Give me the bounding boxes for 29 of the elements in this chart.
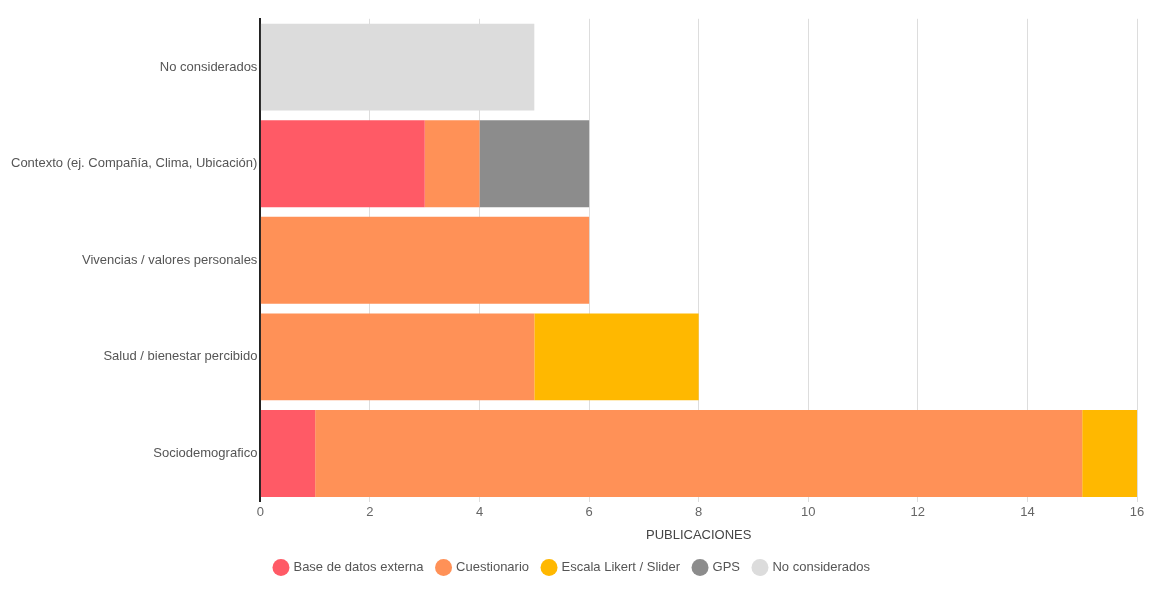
y-tick-label: Contexto (ej. Compañía, Clima, Ubicación) [10,155,258,171]
bar [315,410,1083,497]
bar [534,313,699,401]
bar [260,120,425,208]
legend-label: Base de datos externa [293,559,425,575]
legend-label: No considerados [772,559,871,575]
x-axis-title: PUBLICACIONES [645,526,752,542]
y-tick-label: Vivencias / valores personales [82,251,258,267]
bar [260,410,316,497]
bar [479,120,590,208]
x-tick-label: 10 [801,504,816,520]
legend-label: Escala Likert / Slider [561,559,681,575]
x-tick-label: 16 [1129,504,1145,520]
bar [260,313,535,401]
legend-label: GPS [712,559,741,575]
bar [1082,410,1137,497]
x-tick-label: 12 [910,504,926,520]
x-tick-label: 4 [475,504,484,520]
y-tick-label: Salud / bienestar percibido [103,348,258,364]
x-tick-label: 0 [256,504,264,520]
x-tick-label: 14 [1020,504,1035,520]
bar [260,216,590,304]
y-tick-label: No considerados [159,58,258,74]
bar [424,120,480,208]
x-tick-label: 6 [585,504,593,520]
legend-label: Cuestionario [456,559,530,575]
x-tick-label: 2 [366,504,374,520]
y-tick-label: Sociodemografico [153,445,258,461]
x-tick-label: 8 [695,504,703,520]
